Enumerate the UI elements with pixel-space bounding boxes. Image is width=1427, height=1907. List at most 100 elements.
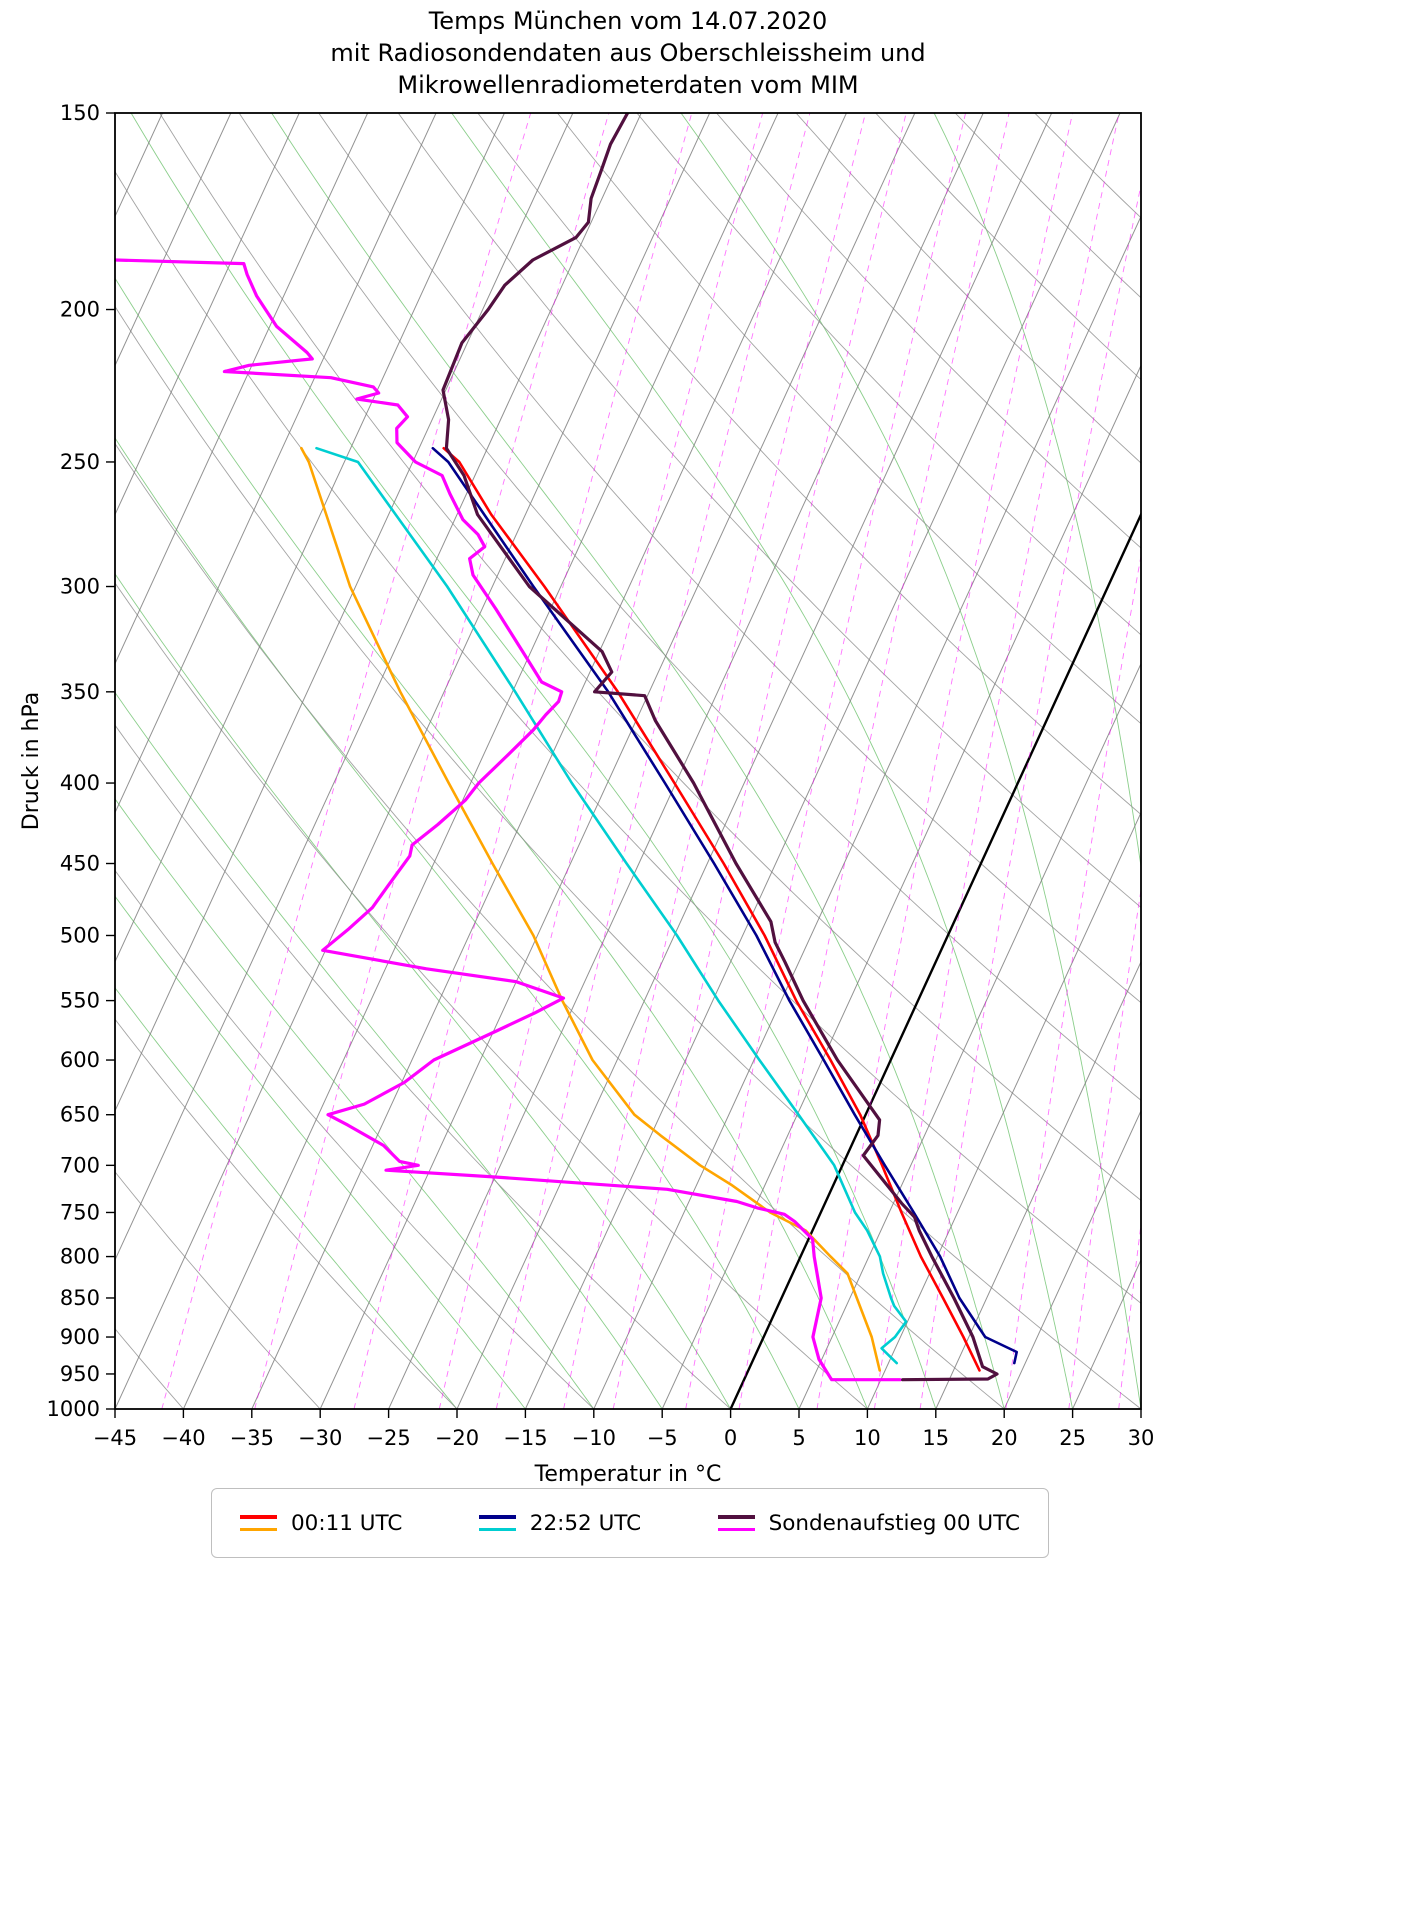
isotherm bbox=[798, 662, 1141, 1409]
legend-line-temperature-sondenaufstieg bbox=[717, 1515, 755, 1519]
legend-line-temperature-0011utc bbox=[240, 1515, 277, 1519]
y-tick-label: 950 bbox=[60, 1362, 100, 1386]
moist-adiabat bbox=[115, 798, 595, 1409]
dry-adiabat bbox=[636, 113, 1141, 636]
y-tick-label: 500 bbox=[60, 923, 100, 947]
chart-title-line1: Temps München vom 14.07.2020 bbox=[428, 7, 828, 35]
x-tick-label: −10 bbox=[572, 1426, 616, 1450]
series-2252utc-dewpoint bbox=[315, 446, 908, 1365]
dry-adiabat bbox=[238, 113, 1141, 1101]
isotherm bbox=[1072, 1258, 1141, 1409]
y-tick-label: 650 bbox=[60, 1103, 100, 1127]
x-tick-label: −20 bbox=[435, 1426, 479, 1450]
isotherm bbox=[319, 113, 916, 1409]
moist-adiabat bbox=[680, 113, 1141, 1409]
x-tick-label: 25 bbox=[1059, 1426, 1086, 1450]
isotherm bbox=[115, 113, 505, 963]
chart-title-line3: Mikrowellenradiometerdaten vom MIM bbox=[397, 70, 859, 99]
mixing-ratio-line bbox=[563, 113, 866, 1409]
moist-adiabat bbox=[115, 277, 868, 1409]
y-tick-label: 700 bbox=[60, 1153, 100, 1177]
dry-adiabat bbox=[477, 113, 1141, 816]
y-tick-label: 200 bbox=[60, 298, 100, 322]
mixing-ratio-line bbox=[161, 113, 532, 1409]
y-tick-label: 850 bbox=[60, 1286, 100, 1310]
isotherm-lines bbox=[115, 113, 1427, 1409]
y-tick-label: 800 bbox=[60, 1245, 100, 1269]
mixing-ratio-lines bbox=[161, 113, 1141, 1409]
y-tick-label: 900 bbox=[60, 1325, 100, 1349]
x-axis-label: Temperatur in °C bbox=[534, 1462, 722, 1487]
mixing-ratio-line bbox=[1005, 553, 1141, 1409]
legend-swatch-2252utc bbox=[478, 1511, 516, 1535]
chart-title: Temps München vom 14.07.2020 mit Radioso… bbox=[115, 6, 1141, 102]
x-tick-label: −35 bbox=[230, 1426, 274, 1450]
isotherm bbox=[182, 113, 779, 1409]
dry-adiabat bbox=[115, 442, 1005, 1409]
isotherm bbox=[1278, 113, 1427, 1409]
x-tick-label: 5 bbox=[792, 1426, 805, 1450]
isotherm bbox=[524, 113, 1121, 1409]
dry-adiabat bbox=[115, 305, 1141, 1409]
x-tick-label: −25 bbox=[366, 1426, 410, 1450]
moist-adiabat-lines bbox=[115, 113, 1141, 1409]
plot-frame bbox=[114, 112, 1142, 1410]
moist-adiabat bbox=[451, 113, 1074, 1409]
legend-entry-2252utc: 22:52 UTC bbox=[478, 1510, 642, 1536]
dry-adiabat bbox=[115, 582, 868, 1409]
dry-adiabat bbox=[557, 113, 1141, 725]
plot-area bbox=[115, 113, 1427, 1409]
dry-adiabat bbox=[875, 113, 1141, 381]
moist-adiabat bbox=[115, 437, 800, 1409]
y-tick-label: 400 bbox=[60, 771, 100, 795]
chart-title-line2: mit Radiosondendaten aus Oberschleisshei… bbox=[330, 38, 926, 67]
mixing-ratio-line bbox=[495, 113, 811, 1409]
y-tick-label: 600 bbox=[60, 1048, 100, 1072]
x-tick-label: 15 bbox=[922, 1426, 949, 1450]
isotherm bbox=[1346, 113, 1427, 1409]
legend-label-0011utc: 00:11 UTC bbox=[291, 1510, 403, 1536]
moist-adiabat bbox=[115, 895, 526, 1409]
dry-adiabat-lines bbox=[115, 113, 1141, 1409]
x-tick-label: −5 bbox=[647, 1426, 678, 1450]
series-0011utc-temperature bbox=[442, 446, 981, 1372]
series-sonde-temperature bbox=[441, 113, 999, 1382]
dry-adiabat bbox=[159, 113, 1141, 1201]
isotherm bbox=[115, 113, 369, 665]
isotherm bbox=[661, 364, 1141, 1409]
legend-label-2252utc: 22:52 UTC bbox=[529, 1510, 642, 1536]
isotherm bbox=[935, 960, 1141, 1409]
moist-adiabat bbox=[115, 987, 458, 1409]
x-tick-label: 30 bbox=[1128, 1426, 1155, 1450]
moist-adiabat bbox=[271, 113, 1005, 1409]
legend-label-sondenaufstieg: Sondenaufstieg 00 UTC bbox=[768, 1510, 1020, 1536]
isotherm bbox=[115, 113, 437, 814]
legend-swatch-0011utc bbox=[240, 1511, 277, 1535]
isotherm bbox=[251, 113, 847, 1409]
mixing-ratio-line bbox=[353, 113, 693, 1409]
legend-entry-sondenaufstieg: Sondenaufstieg 00 UTC bbox=[717, 1510, 1020, 1536]
x-tick-label: −30 bbox=[298, 1426, 342, 1450]
isotherm bbox=[115, 113, 711, 1409]
isotherm bbox=[115, 113, 232, 367]
y-tick-label: 750 bbox=[60, 1200, 100, 1224]
moist-adiabat bbox=[115, 573, 731, 1409]
mixing-ratio-line bbox=[919, 182, 1141, 1409]
moist-adiabat bbox=[1140, 113, 1141, 117]
x-tick-label: 0 bbox=[724, 1426, 737, 1450]
isotherm bbox=[1140, 1407, 1141, 1409]
dry-adiabat bbox=[954, 113, 1141, 299]
isotherm bbox=[115, 113, 300, 516]
isotherm bbox=[115, 113, 642, 1262]
mixing-ratio-line bbox=[254, 113, 610, 1409]
isotherm bbox=[456, 113, 1053, 1409]
series-2252utc-temperature bbox=[431, 446, 1018, 1365]
legend-line-temperature-2252utc bbox=[478, 1515, 516, 1519]
legend-swatch-sondenaufstieg bbox=[717, 1511, 755, 1535]
y-tick-label: 450 bbox=[60, 852, 100, 876]
isotherm bbox=[593, 215, 1141, 1409]
isotherm bbox=[866, 811, 1141, 1409]
y-tick-label: 250 bbox=[60, 450, 100, 474]
